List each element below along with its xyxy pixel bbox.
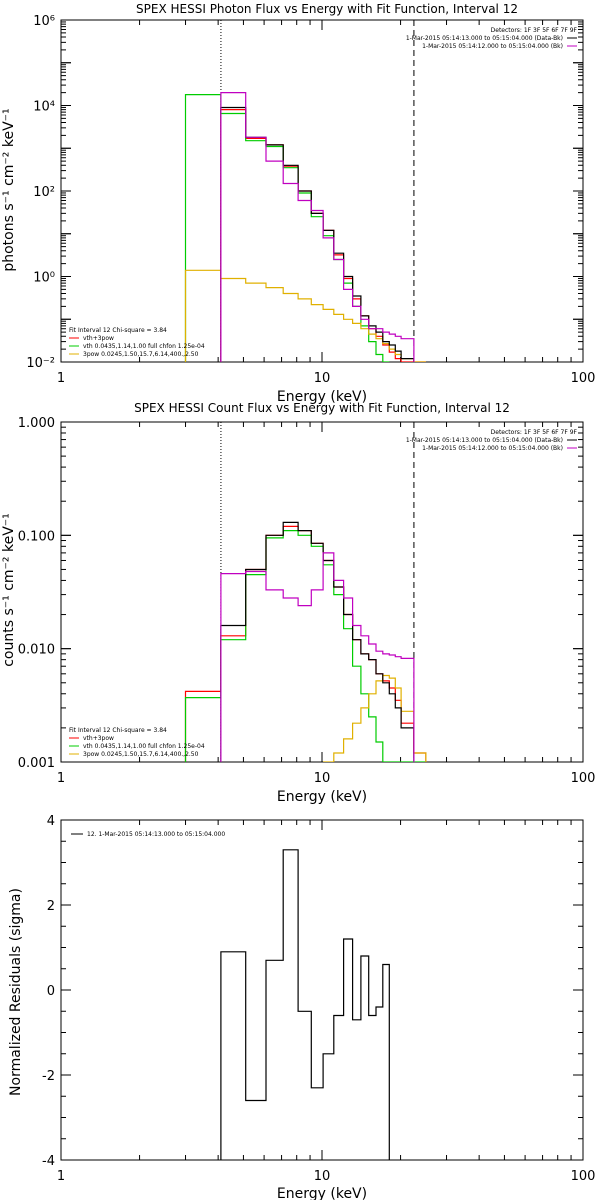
y-tick-label: 0.100 [18,529,55,544]
y-tick-label: 10⁴ [33,100,55,115]
x-tick-label: 100 [571,771,596,786]
legend-item-label: vth 0.0435,1.14,1.00 full chfon 1.25e-04 [83,743,205,750]
legend-item-label: 3pow 0.0245,1.50,15.7,6.14,400.,2.50 [83,351,199,358]
photon-flux-ylabel: photons s⁻¹ cm⁻² keV⁻¹ [1,108,17,271]
y-tick-label: -2 [42,1069,55,1084]
residuals-xlabel: Energy (keV) [277,1186,367,1200]
x-tick-label: 1 [57,771,65,786]
y-tick-label: 2 [47,899,55,914]
y-tick-label: 10⁻² [26,356,55,371]
y-tick-label: -4 [42,1154,55,1169]
y-tick-label: 4 [47,814,55,829]
photon-flux-xlabel: Energy (keV) [277,389,367,405]
legend-item-label: 1-Mar-2015 05:14:13.000 to 05:15:04.000 … [406,35,563,42]
series-12-1-mar-2015-05-14-13-000-to-05-15-04-000 [220,849,390,1160]
series-bk [220,92,415,362]
y-tick-label: 0.001 [18,756,55,771]
count-flux-panel: SPEX HESSI Count Flux vs Energy with Fit… [1,401,595,805]
legend-item-label: vth+3pow [83,335,114,342]
y-tick-label: 10⁶ [33,14,55,29]
x-tick-label: 100 [571,371,596,386]
detectors-label: Detectors: 1F 3F 5F 6F 7F 9F [491,429,578,436]
x-tick-label: 10 [314,371,331,386]
legend-item-label: vth+3pow [83,735,114,742]
series-bk [220,552,415,762]
x-tick-label: 1 [57,1169,65,1184]
detectors-label: Detectors: 1F 3F 5F 6F 7F 9F [491,27,578,34]
legend-item-label: 12. 1-Mar-2015 05:14:13.000 to 05:15:04.… [87,831,225,838]
series-3pow [323,674,427,762]
series-3pow [184,269,426,362]
legend-item-label: 1-Mar-2015 05:14:12.000 to 05:15:04.000 … [422,43,563,50]
photon-flux-panel: SPEX HESSI Photon Flux vs Energy with Fi… [1,2,595,405]
y-tick-label: 1.000 [18,416,55,431]
x-tick-label: 10 [314,1169,331,1184]
legend-item-label: vth 0.0435,1.14,1.00 full chfon 1.25e-04 [83,343,205,350]
fit-interval-label: Fit Interval 12 Chi-square = 3.84 [69,727,167,734]
plot-frame [60,19,584,363]
x-tick-label: 10 [314,771,331,786]
y-tick-label: 0 [47,984,55,999]
fit-interval-label: Fit Interval 12 Chi-square = 3.84 [69,327,167,334]
series-vth [184,94,390,362]
legend-item-label: 3pow 0.0245,1.50,15.7,6.14,400.,2.50 [83,751,199,758]
x-tick-label: 100 [571,1169,596,1184]
photon-flux-title: SPEX HESSI Photon Flux vs Energy with Fi… [136,2,518,16]
count-flux-xlabel: Energy (keV) [277,789,367,805]
count-flux-ylabel: counts s⁻¹ cm⁻² keV⁻¹ [1,513,17,667]
legend-item-label: 1-Mar-2015 05:14:12.000 to 05:15:04.000 … [422,445,563,452]
count-flux-title: SPEX HESSI Count Flux vs Energy with Fit… [134,401,510,415]
residuals-ylabel: Normalized Residuals (sigma) [8,888,24,1096]
plot-frame [60,421,584,763]
plot-frame [60,819,584,1161]
x-tick-label: 1 [57,371,65,386]
series-data-bk [220,106,415,362]
series-vth [184,530,426,762]
residuals-panel: Normalized Residuals (sigma) Energy (keV… [8,814,595,1200]
y-tick-label: 0.010 [18,643,55,658]
series-vth-3pow [184,525,427,762]
y-tick-label: 10² [33,185,55,200]
legend-item-label: 1-Mar-2015 05:14:13.000 to 05:15:04.000 … [406,437,563,444]
series-data-bk [220,521,415,762]
y-tick-label: 10⁰ [33,271,55,286]
